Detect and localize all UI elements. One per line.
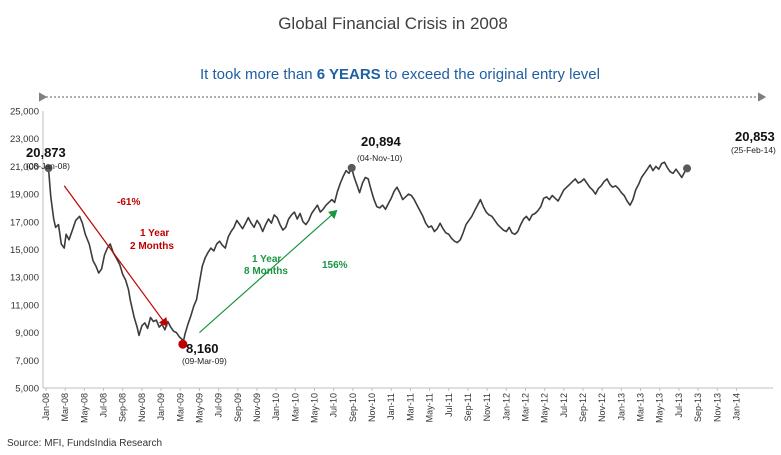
x-tick-label: Sep-13 [693,393,703,422]
start-value-label: 20,873 [26,145,66,160]
x-tick-label: Mar-09 [175,393,185,422]
x-tick-label: Jul-11 [444,393,454,417]
x-tick-label: Jan-10 [271,393,281,421]
subtitle-prefix: It took more than [200,66,317,83]
x-tick-label: Nov-08 [137,393,147,422]
x-tick-label: Jan-12 [501,393,511,421]
y-axis-ticks: 5,000 7,000 9,000 11,000 13,000 15,000 17,000 1… [10,107,39,395]
y-tick-label: 21,000 [10,162,39,173]
rise-arrow [199,209,338,334]
x-tick-label: May-13 [655,393,665,423]
x-tick-label: May-11 [425,393,435,422]
x-tick-label: Mar-10 [290,393,300,422]
rise-period-line-1: 1 Year [252,254,281,265]
chart-subtitle: It took more than 6 YEARS to exceed the … [200,66,600,83]
x-tick-label: Nov-10 [367,393,377,422]
x-tick-label: Jul-10 [329,393,339,418]
x-tick-label: Jul-12 [559,393,569,418]
peak-point-marker [347,163,356,172]
x-tick-label: Sep-12 [578,393,588,422]
x-tick-label: Nov-11 [482,393,492,421]
x-tick-label: Jan-08 [41,393,51,421]
decline-arrow [63,185,168,327]
x-tick-label: Sep-09 [233,393,243,422]
bottom-point-marker [178,339,188,349]
y-tick-label: 13,000 [10,273,39,284]
x-tick-label: Sep-08 [118,393,128,422]
end-value-label: 20,853 [735,129,775,144]
x-tick-label: May-10 [310,393,320,423]
subtitle-highlight: 6 YEARS [317,66,381,83]
x-tick-label: May-09 [194,393,204,423]
y-tick-label: 9,000 [15,328,39,339]
x-tick-label: Mar-13 [636,393,646,422]
y-tick-label: 19,000 [10,190,39,201]
x-tick-label: May-08 [79,393,89,423]
bottom-date-label: (09-Mar-09) [182,356,227,366]
y-tick-label: 7,000 [15,356,39,367]
x-tick-label: Jul-08 [99,393,109,418]
x-tick-label: Nov-13 [712,393,722,422]
x-tick-label: Sep-10 [348,393,358,422]
decline-period-line-2: 2 Months [130,241,174,252]
x-tick-label: Jan-14 [731,393,741,421]
y-tick-label: 25,000 [10,107,39,118]
rise-period-line-2: 8 Months [244,266,288,277]
bottom-value-label: 8,160 [186,341,219,356]
x-tick-label: Nov-12 [597,393,607,422]
start-point-marker [44,164,53,173]
x-tick-label: Jul-13 [674,393,684,418]
end-point-marker [683,164,692,173]
chart-title: Global Financial Crisis in 2008 [278,14,508,33]
decline-period-line-1: 1 Year [140,228,169,239]
x-tick-label: Mar-12 [520,393,530,422]
y-tick-label: 17,000 [10,217,39,228]
x-axis-ticks: Jan-08 Mar-08 May-08 Jul-08 Sep-08 Nov-08 Jan-… [41,388,741,423]
series-line [47,161,688,345]
x-tick-label: Sep-11 [463,393,473,421]
subtitle-suffix: to exceed the original entry level [381,66,600,83]
x-tick-label: May-12 [540,393,550,423]
x-tick-label: Nov-09 [252,393,262,422]
x-tick-label: Jul-09 [214,393,224,418]
rise-percent-label: 156% [322,260,348,271]
x-tick-label: Jan-11 [386,393,396,420]
y-tick-label: 5,000 [15,384,39,395]
x-tick-label: Jan-13 [616,393,626,421]
x-tick-label: Mar-08 [60,393,70,422]
peak-date-label: (04-Nov-10) [357,153,403,163]
decline-percent-label: -61% [117,197,140,208]
start-date-label: (08-Jan-08) [26,161,70,171]
y-tick-label: 15,000 [10,245,39,256]
x-tick-label: Jan-09 [156,393,166,421]
y-tick-label: 11,000 [11,300,39,311]
y-tick-label: 23,000 [10,134,39,145]
end-date-label: (25-Feb-14) [731,145,776,155]
source-note: Source: MFI, FundsIndia Research [7,438,162,449]
peak-value-label: 20,894 [361,134,402,149]
x-tick-label: Mar-11 [405,393,415,421]
